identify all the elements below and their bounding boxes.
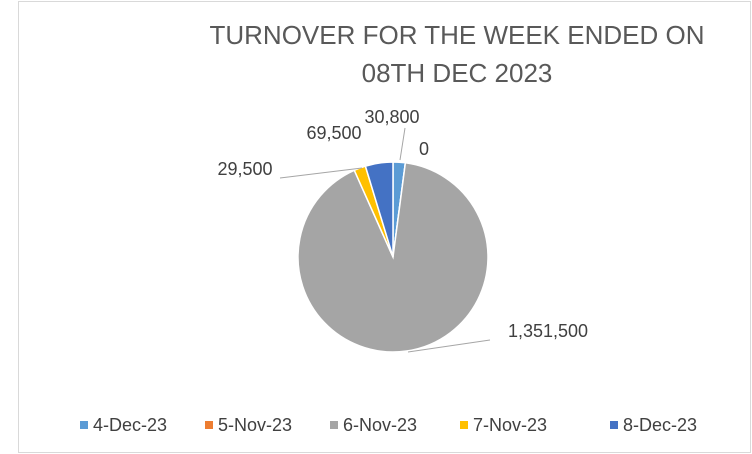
legend-label: 7-Nov-23 — [473, 415, 547, 435]
legend-label: 8-Dec-23 — [623, 415, 697, 435]
pie-slice — [364, 161, 394, 258]
legend-swatch — [205, 421, 213, 429]
data-label: 0 — [419, 139, 429, 159]
leader-line — [399, 127, 406, 161]
legend-label: 5-Nov-23 — [218, 415, 292, 435]
legend-label: 4-Dec-23 — [93, 415, 167, 435]
legend-swatch — [460, 421, 468, 429]
legend-swatch — [80, 421, 88, 429]
chart-frame — [18, 1, 751, 453]
data-label: 29,500 — [217, 159, 272, 179]
legend-swatch — [330, 421, 338, 429]
pie-slice — [297, 161, 489, 353]
leader-line — [279, 167, 363, 179]
leader-line — [407, 339, 491, 353]
chart-title: TURNOVER FOR THE WEEK ENDED ON 08TH DEC … — [209, 20, 705, 88]
data-label: 30,800 — [364, 107, 419, 127]
legend-label: 6-Nov-23 — [343, 415, 417, 435]
data-label: 69,500 — [306, 123, 361, 143]
data-label: 1,351,500 — [508, 321, 588, 341]
legend-swatch — [610, 421, 618, 429]
